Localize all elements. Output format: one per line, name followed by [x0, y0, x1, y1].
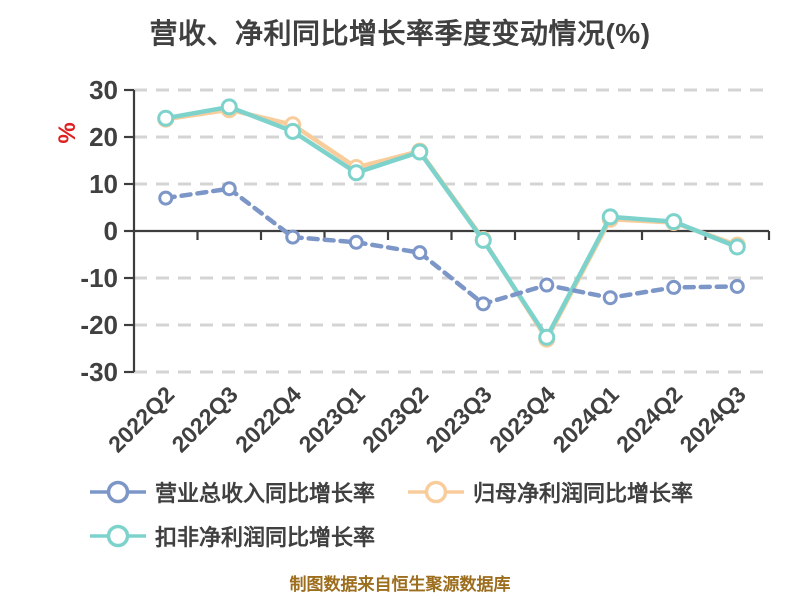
legend-item-net-profit-growth: 归母净利润同比增长率: [408, 476, 693, 508]
svg-text:-10: -10: [80, 263, 118, 293]
x-tick-label: 2022Q4: [230, 381, 306, 457]
data-point-marker: [157, 109, 175, 127]
x-tick-label: 2022Q3: [167, 381, 243, 457]
data-point-marker: [666, 279, 682, 295]
data-point-marker: [539, 277, 555, 293]
chart-title: 营收、净利同比增长率季度变动情况(%): [149, 18, 651, 49]
data-point-marker: [602, 290, 618, 306]
data-point-marker: [285, 229, 301, 245]
y-tick-labels: 30 20 10 0 -10 -20 -30: [80, 75, 118, 387]
legend-label-revenue-growth: 营业总收入同比增长率: [155, 481, 376, 506]
legend-label-net-profit-growth: 归母净利润同比增长率: [473, 481, 694, 506]
legend-label-deducted-profit-growth: 扣非净利润同比增长率: [155, 525, 376, 550]
x-tick-label: 2023Q2: [357, 381, 433, 457]
data-point-marker: [347, 164, 365, 182]
legend-item-revenue-growth: 营业总收入同比增长率: [90, 476, 375, 508]
series-line: [163, 107, 740, 342]
y-axis-unit-label: %: [54, 122, 81, 143]
data-point-marker: [474, 231, 492, 249]
data-point-marker: [348, 234, 364, 250]
data-point-marker: [601, 208, 619, 226]
data-point-marker: [220, 98, 238, 116]
data-point-marker: [221, 181, 237, 197]
legend-item-deducted-profit-growth: 扣非净利润同比增长率: [90, 520, 375, 552]
svg-text:10: 10: [89, 169, 118, 199]
data-point-marker: [411, 143, 429, 161]
data-source-credit: 制图数据来自恒生聚源数据库: [289, 575, 511, 594]
x-tick-labels: 2022Q22022Q32022Q42023Q12023Q22023Q32023…: [103, 381, 751, 457]
data-point-marker: [284, 122, 302, 140]
series-line: [163, 186, 740, 307]
data-point-marker: [665, 213, 683, 231]
x-tick-label: 2023Q4: [484, 381, 560, 457]
x-tick-label: 2023Q1: [294, 381, 370, 457]
data-point-marker: [728, 238, 746, 256]
series-1: [157, 101, 746, 348]
svg-text:30: 30: [89, 75, 118, 105]
legend-marker-net-profit-icon: [408, 480, 464, 504]
data-point-marker: [729, 278, 745, 294]
x-tick-label: 2022Q2: [103, 381, 179, 457]
legend-marker-deducted-profit-icon: [90, 524, 146, 548]
series-0: [158, 181, 745, 312]
series-2: [157, 98, 746, 346]
data-point-marker: [538, 328, 556, 346]
x-tick-label: 2023Q3: [421, 381, 497, 457]
legend-marker-revenue-icon: [90, 480, 146, 504]
svg-text:-20: -20: [80, 310, 118, 340]
x-tick-label: 2024Q2: [611, 381, 687, 457]
x-tick-label: 2024Q3: [675, 381, 751, 457]
svg-text:0: 0: [104, 216, 118, 246]
svg-text:20: 20: [89, 122, 118, 152]
x-tick-label: 2024Q1: [548, 381, 624, 457]
data-point-marker: [158, 190, 174, 206]
data-point-marker: [412, 245, 428, 261]
axes: [124, 88, 771, 374]
svg-text:-30: -30: [80, 357, 118, 387]
series-line: [163, 104, 740, 340]
data-point-marker: [475, 296, 491, 312]
